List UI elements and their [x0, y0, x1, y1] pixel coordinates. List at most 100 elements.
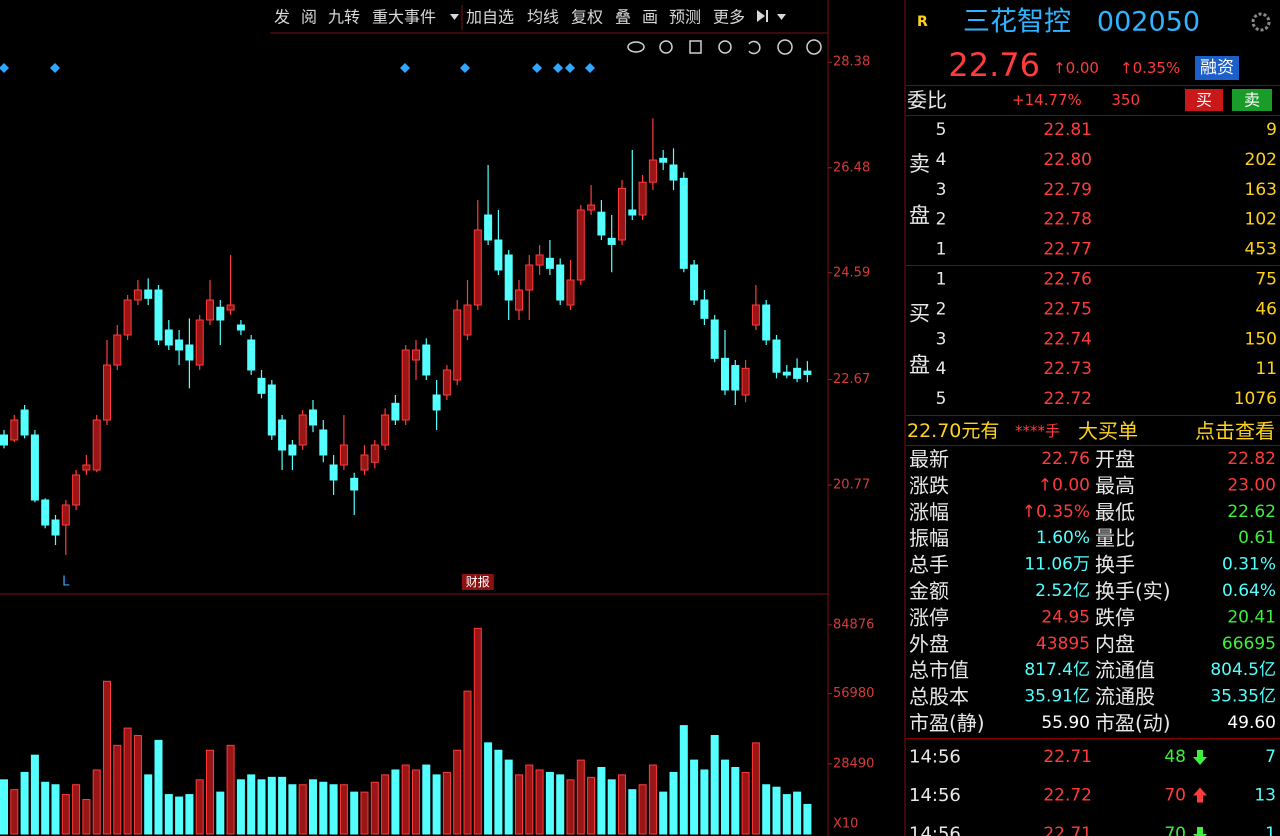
- candle-body: [484, 214, 493, 241]
- candle-body: [700, 299, 709, 319]
- stat-value: 22.76: [1041, 449, 1090, 469]
- event-marker[interactable]: [565, 63, 575, 73]
- candle-body: [690, 264, 699, 301]
- candle-body: [195, 319, 204, 366]
- order-price: 22.81: [1043, 120, 1092, 140]
- stat-label: 外盘: [909, 632, 949, 656]
- candle-body: [751, 304, 760, 326]
- volume-bar: [350, 791, 359, 835]
- stat-label: 最新: [909, 447, 949, 471]
- toolbar-item[interactable]: 更多: [713, 8, 745, 27]
- toolbar-item[interactable]: 均线: [527, 8, 559, 27]
- volume-bar: [556, 774, 565, 835]
- candle-body: [587, 204, 596, 211]
- banner-action[interactable]: 点击查看: [1195, 419, 1275, 443]
- volume-bar: [628, 789, 637, 835]
- event-marker[interactable]: [50, 63, 60, 73]
- sell-button[interactable]: [1232, 89, 1272, 111]
- order-volume: 453: [1245, 240, 1277, 260]
- volume-bar: [51, 784, 60, 835]
- volume-bar: [669, 771, 678, 835]
- candle-body: [0, 434, 8, 446]
- scissors-icon[interactable]: [659, 40, 673, 54]
- stat-value: 49.60: [1227, 713, 1276, 733]
- volume-bar: [123, 727, 132, 835]
- volume-bar: [278, 776, 287, 835]
- banner-offer[interactable]: 22.70元有: [907, 420, 999, 442]
- volume-bar: [648, 764, 657, 835]
- zoom-out-icon[interactable]: [806, 39, 822, 55]
- last-price: 22.76: [948, 46, 1040, 84]
- sell-button-label[interactable]: 卖: [1244, 91, 1260, 110]
- gear[interactable]: [1251, 12, 1271, 32]
- toolbar-item[interactable]: 复权: [571, 8, 603, 27]
- candle-body: [72, 474, 81, 506]
- y-tick-label: 28.38: [833, 55, 870, 70]
- candle-body: [144, 289, 153, 299]
- event-marker[interactable]: [0, 63, 9, 73]
- tick-arrow: [1193, 750, 1207, 765]
- candle-body: [350, 477, 359, 491]
- candle-body: [20, 409, 29, 436]
- volume-bar: [566, 779, 575, 835]
- toolbar-item[interactable]: 重大事件: [372, 8, 436, 27]
- undo-icon[interactable]: [748, 40, 761, 55]
- chart-tools: [627, 39, 822, 55]
- volume-bar: [82, 799, 91, 835]
- order-level: 5: [936, 120, 947, 140]
- volume-bar: [659, 791, 668, 835]
- lock-icon[interactable]: [689, 40, 702, 54]
- volume-bar: [535, 769, 544, 835]
- toolbar-item[interactable]: 发: [274, 8, 290, 27]
- candle-body: [51, 519, 60, 536]
- toolbar-item[interactable]: 预测: [669, 8, 701, 27]
- volume-bar: [175, 796, 184, 835]
- candle-body: [422, 344, 431, 376]
- stat-label: 总股本: [909, 685, 969, 709]
- candle-body: [545, 257, 554, 269]
- stat-value: 66695: [1222, 634, 1276, 654]
- eye-icon[interactable]: [627, 41, 645, 53]
- tick-time: 14:56: [909, 785, 961, 806]
- event-marker[interactable]: [460, 63, 470, 73]
- volume-bar: [751, 742, 760, 835]
- separator: [906, 738, 1280, 739]
- volume-bar: [442, 771, 451, 835]
- event-marker[interactable]: [585, 63, 595, 73]
- volume-bar: [638, 784, 647, 835]
- volume-bar: [10, 789, 19, 835]
- panel-lines: [906, 85, 1280, 739]
- toolbar-item[interactable]: 叠: [615, 8, 631, 27]
- toolbar-item[interactable]: 九转: [328, 8, 360, 27]
- candle-body: [288, 444, 297, 456]
- event-marker[interactable]: [532, 63, 542, 73]
- hand-icon[interactable]: [718, 40, 732, 54]
- y-tick-label: 28490: [833, 756, 874, 771]
- candle-body: [442, 369, 451, 396]
- gear-icon[interactable]: [1251, 12, 1271, 32]
- candle-body: [618, 187, 626, 241]
- dropdown-arrow[interactable]: [777, 14, 786, 20]
- toolbar-item[interactable]: 画: [642, 8, 658, 27]
- event-marker[interactable]: [553, 63, 563, 73]
- tick-arrow: [1193, 787, 1207, 803]
- separator: [906, 115, 1280, 116]
- buy-button-label[interactable]: 买: [1196, 91, 1212, 110]
- zoom-in-icon[interactable]: [777, 39, 793, 55]
- buy-button[interactable]: [1185, 89, 1223, 111]
- volume-bar: [319, 781, 328, 835]
- stat-value: 43895: [1036, 634, 1090, 654]
- candle-body: [741, 367, 750, 396]
- volume-bar: [288, 784, 297, 835]
- toolbar-item[interactable]: 阅: [301, 8, 317, 27]
- candle-body: [381, 414, 390, 446]
- volume-bar: [762, 784, 771, 835]
- candle-body: [473, 229, 482, 306]
- dropdown-arrow: [450, 14, 459, 20]
- order-volume: 46: [1255, 299, 1277, 319]
- volume-bar: [298, 784, 307, 835]
- expand-icon[interactable]: [757, 10, 768, 22]
- event-marker[interactable]: [400, 63, 410, 73]
- toolbar-item[interactable]: 加自选: [466, 8, 514, 27]
- order-level: 2: [936, 210, 947, 230]
